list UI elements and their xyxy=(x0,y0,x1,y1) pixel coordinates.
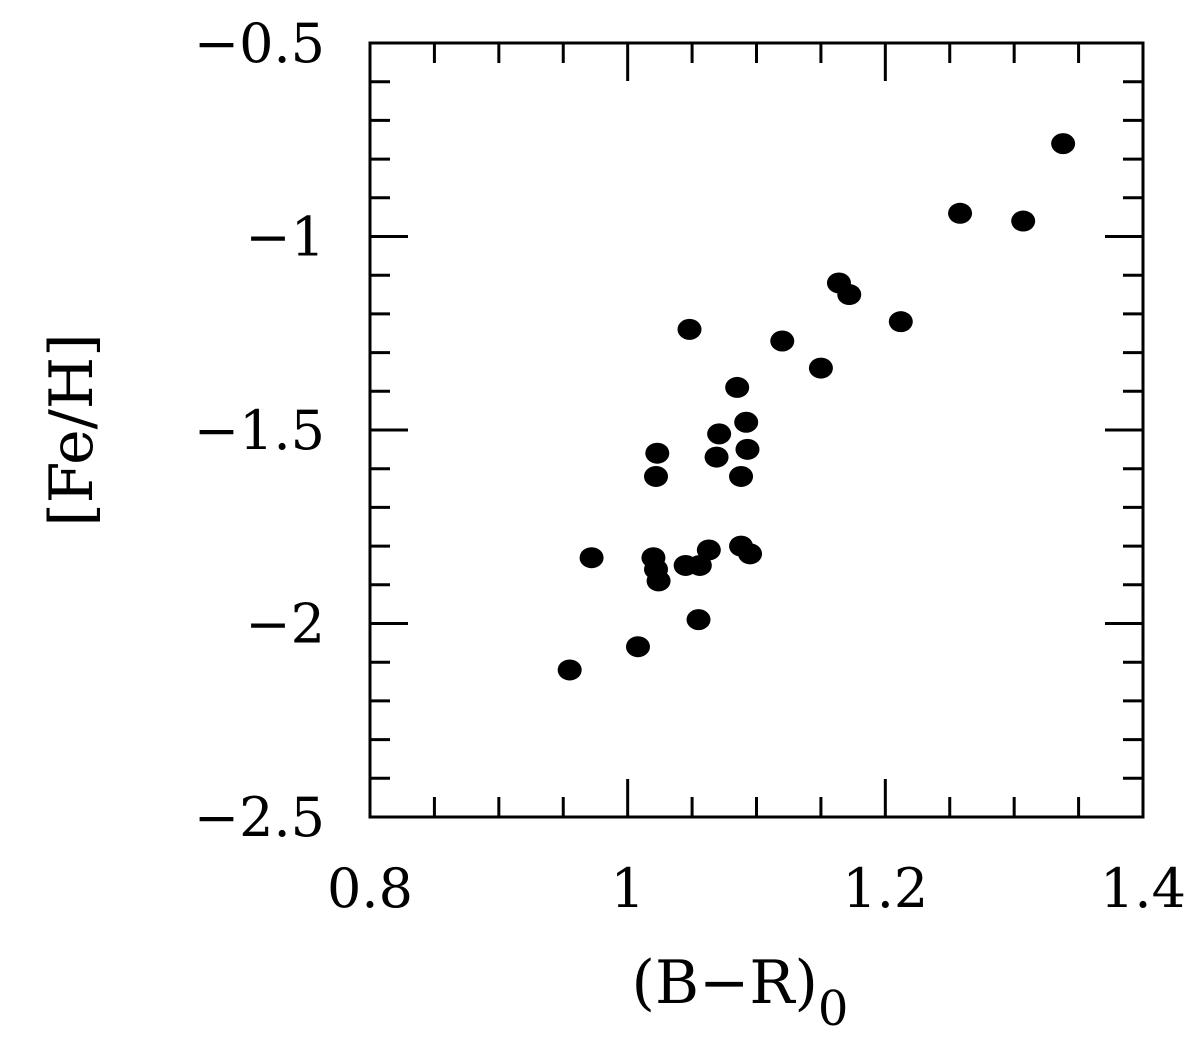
data-point xyxy=(645,442,670,464)
data-point xyxy=(644,465,669,487)
y-tick-label: −1 xyxy=(245,206,325,269)
data-point xyxy=(686,609,711,631)
y-tick-label: −2.5 xyxy=(194,786,325,849)
data-point xyxy=(696,539,721,561)
x-axis-label: (B−R)0 xyxy=(632,948,849,1037)
data-point xyxy=(677,318,702,340)
data-point xyxy=(837,284,862,306)
data-point xyxy=(704,446,729,468)
data-point xyxy=(646,570,671,592)
tick-labels: 0.8 1 1.2 1.4 −2.5 −2 −1.5 −1 −0.5 xyxy=(194,12,1186,920)
data-point xyxy=(729,465,754,487)
data-point xyxy=(738,543,763,565)
data-point xyxy=(1011,210,1036,232)
y-tick-label: −0.5 xyxy=(194,12,325,75)
data-point xyxy=(725,376,750,398)
data-point xyxy=(735,438,760,460)
y-tick-label: −1.5 xyxy=(194,399,325,462)
tick-marks xyxy=(368,41,1145,819)
data-point xyxy=(1051,133,1076,155)
data-point xyxy=(770,330,795,352)
y-tick-label: −2 xyxy=(245,593,325,656)
data-point xyxy=(579,547,604,569)
data-point xyxy=(888,311,913,333)
data-point xyxy=(808,357,833,379)
y-axis-label: [Fe/H] xyxy=(37,333,107,526)
data-point xyxy=(687,554,712,576)
plot-frame xyxy=(368,41,1145,819)
data-point xyxy=(557,659,582,681)
x-tick-label: 1.4 xyxy=(1100,857,1186,920)
x-tick-label: 0.8 xyxy=(327,857,413,920)
x-tick-label: 1 xyxy=(610,857,644,920)
data-point xyxy=(707,423,732,445)
data-point xyxy=(625,636,650,658)
data-points xyxy=(557,133,1076,681)
x-tick-label: 1.2 xyxy=(842,857,928,920)
data-point xyxy=(948,202,973,224)
data-point xyxy=(734,411,759,433)
